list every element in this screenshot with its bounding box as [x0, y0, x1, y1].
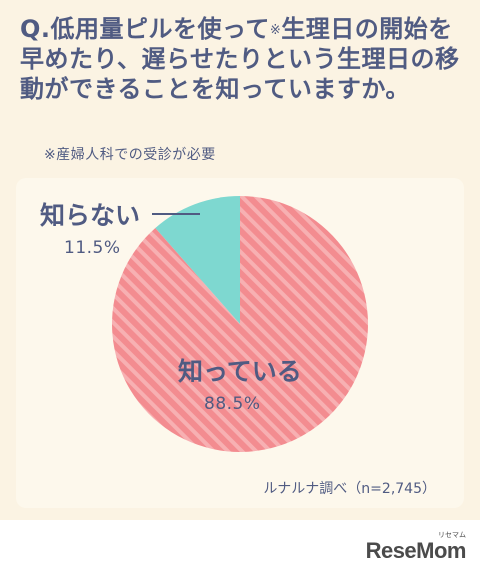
slice-unknown: [155, 196, 240, 324]
slice-known: [112, 196, 369, 452]
source-note: ルナルナ調べ（n=2,745）: [263, 481, 436, 497]
question-text-after: 生理日の開始を早めたり、遅らせたりという生理日の移動ができることを知っていますか…: [20, 15, 460, 103]
question-text-before: Q.低用量ピルを使って: [20, 15, 270, 43]
value-known: 88.5%: [204, 394, 261, 414]
label-known: 知っている: [178, 357, 302, 386]
value-unknown: 11.5%: [64, 238, 121, 258]
question-footnote-mark: ※: [269, 23, 282, 38]
footnote: ※産婦人科での受診が必要: [44, 147, 216, 163]
question-title: Q.低用量ピルを使って※生理日の開始を早めたり、遅らせたりという生理日の移動がで…: [20, 14, 472, 104]
logo-subtext: リセマム: [438, 532, 466, 539]
label-unknown: 知らない: [40, 201, 141, 230]
logo-text: ReseMom: [365, 538, 467, 563]
resemom-logo: ReseMom リセマム: [365, 532, 467, 564]
pie-chart: [112, 196, 369, 452]
